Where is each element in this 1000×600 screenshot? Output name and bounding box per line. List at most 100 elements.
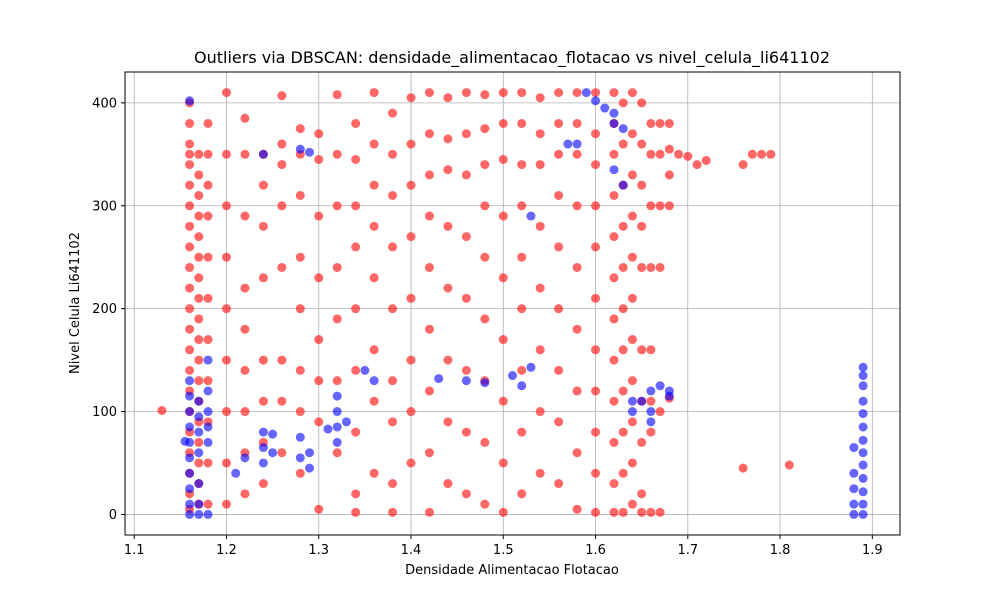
red-data-point xyxy=(351,154,361,164)
red-data-point xyxy=(203,376,213,386)
x-tick-label: 1.7 xyxy=(677,543,698,558)
blue-data-point xyxy=(526,211,536,221)
red-data-point xyxy=(554,365,564,375)
red-data-point xyxy=(194,376,204,386)
red-data-point xyxy=(655,507,665,517)
red-data-point xyxy=(332,90,342,100)
red-data-point xyxy=(185,365,195,375)
red-data-point xyxy=(314,376,324,386)
blue-data-point xyxy=(627,407,637,417)
red-data-point xyxy=(554,118,564,128)
red-data-point xyxy=(517,489,527,499)
blue-data-point xyxy=(185,376,195,386)
red-data-point xyxy=(406,93,416,103)
red-data-point xyxy=(701,155,711,165)
red-data-point xyxy=(388,376,398,386)
red-data-point xyxy=(157,406,167,416)
red-data-point xyxy=(517,160,527,170)
red-data-point xyxy=(314,335,324,345)
blue-data-point xyxy=(858,448,868,458)
y-tick-label: 0 xyxy=(109,508,117,523)
blue-data-point xyxy=(849,499,859,509)
red-data-point xyxy=(480,201,490,211)
red-data-point xyxy=(240,113,250,123)
red-data-point xyxy=(277,201,287,211)
red-data-point xyxy=(535,160,545,170)
red-data-point xyxy=(351,365,361,375)
red-data-point xyxy=(221,407,231,417)
red-data-point xyxy=(655,262,665,272)
red-data-point xyxy=(591,160,601,170)
red-data-point xyxy=(572,201,582,211)
chart-title: Outliers via DBSCAN: densidade_alimentac… xyxy=(194,48,830,68)
red-data-point xyxy=(185,149,195,159)
red-data-point xyxy=(498,396,508,406)
red-data-point xyxy=(351,118,361,128)
red-data-point xyxy=(424,170,434,180)
red-data-point xyxy=(194,232,204,242)
red-data-point xyxy=(221,149,231,159)
red-data-point xyxy=(185,180,195,190)
blue-data-point xyxy=(185,422,195,432)
red-data-point xyxy=(655,149,665,159)
red-data-point xyxy=(591,88,601,98)
red-data-point xyxy=(258,273,268,283)
x-tick-label: 1.3 xyxy=(308,543,329,558)
red-data-point xyxy=(194,273,204,283)
data-points xyxy=(157,88,868,519)
red-data-point xyxy=(258,355,268,365)
red-data-point xyxy=(240,324,250,334)
blue-data-point xyxy=(203,407,213,417)
red-data-point xyxy=(646,345,656,355)
y-tick-label: 300 xyxy=(92,199,117,214)
red-data-point xyxy=(609,355,619,365)
y-tick-label: 200 xyxy=(92,302,117,317)
red-data-point xyxy=(637,98,647,108)
red-data-point xyxy=(203,293,213,303)
red-data-point xyxy=(461,489,471,499)
red-data-point xyxy=(517,118,527,128)
blue-data-point xyxy=(185,391,195,401)
red-data-point xyxy=(572,149,582,159)
red-data-point xyxy=(406,293,416,303)
red-data-point xyxy=(185,324,195,334)
red-data-point xyxy=(185,201,195,211)
blue-data-point xyxy=(203,355,213,365)
red-data-point xyxy=(646,149,656,159)
red-data-point xyxy=(627,458,637,468)
red-data-point xyxy=(194,170,204,180)
red-data-point xyxy=(591,507,601,517)
red-data-point xyxy=(637,507,647,517)
blue-data-point xyxy=(858,460,868,470)
red-data-point xyxy=(618,386,628,396)
red-data-point xyxy=(221,304,231,314)
red-data-point xyxy=(646,201,656,211)
blue-data-point xyxy=(185,468,195,478)
red-data-point xyxy=(388,507,398,517)
red-data-point xyxy=(609,88,619,98)
blue-data-point xyxy=(268,429,278,439)
red-data-point xyxy=(618,98,628,108)
blue-data-point xyxy=(332,391,342,401)
red-data-point xyxy=(572,88,582,98)
red-data-point xyxy=(554,149,564,159)
blue-data-point xyxy=(609,108,619,118)
red-data-point xyxy=(738,160,748,170)
red-data-point xyxy=(277,139,287,149)
red-data-point xyxy=(332,262,342,272)
red-data-point xyxy=(424,262,434,272)
blue-data-point xyxy=(655,381,665,391)
blue-data-point xyxy=(858,499,868,509)
blue-data-point xyxy=(849,468,859,478)
red-data-point xyxy=(627,293,637,303)
red-data-point xyxy=(627,417,637,427)
red-data-point xyxy=(655,201,665,211)
red-data-point xyxy=(295,304,305,314)
blue-data-point xyxy=(194,499,204,509)
blue-data-point xyxy=(646,407,656,417)
red-data-point xyxy=(618,221,628,231)
x-tick-label: 1.6 xyxy=(585,543,606,558)
red-data-point xyxy=(240,211,250,221)
red-data-point xyxy=(554,242,564,252)
red-data-point xyxy=(692,160,702,170)
